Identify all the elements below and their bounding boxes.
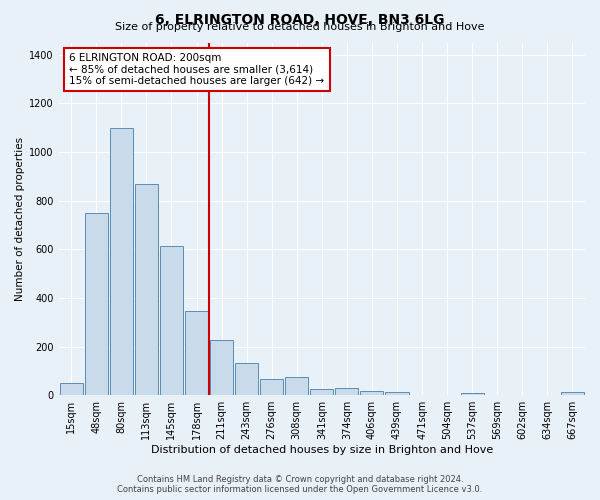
Bar [561,392,584,395]
X-axis label: Distribution of detached houses by size in Brighton and Hove: Distribution of detached houses by size … [151,445,493,455]
Bar [285,377,308,395]
Bar [310,389,334,395]
Bar [85,213,108,395]
Bar [461,393,484,395]
Bar [260,378,283,395]
Bar [185,312,208,395]
Y-axis label: Number of detached properties: Number of detached properties [15,137,25,301]
Text: 6, ELRINGTON ROAD, HOVE, BN3 6LG: 6, ELRINGTON ROAD, HOVE, BN3 6LG [155,12,445,26]
Bar [235,363,258,395]
Bar [59,382,83,395]
Bar [385,392,409,395]
Text: 6 ELRINGTON ROAD: 200sqm
← 85% of detached houses are smaller (3,614)
15% of sem: 6 ELRINGTON ROAD: 200sqm ← 85% of detach… [69,53,325,86]
Bar [160,246,183,395]
Bar [210,340,233,395]
Text: Contains HM Land Registry data © Crown copyright and database right 2024.
Contai: Contains HM Land Registry data © Crown c… [118,474,482,494]
Bar [135,184,158,395]
Bar [335,388,358,395]
Text: Size of property relative to detached houses in Brighton and Hove: Size of property relative to detached ho… [115,22,485,32]
Bar [110,128,133,395]
Bar [361,391,383,395]
